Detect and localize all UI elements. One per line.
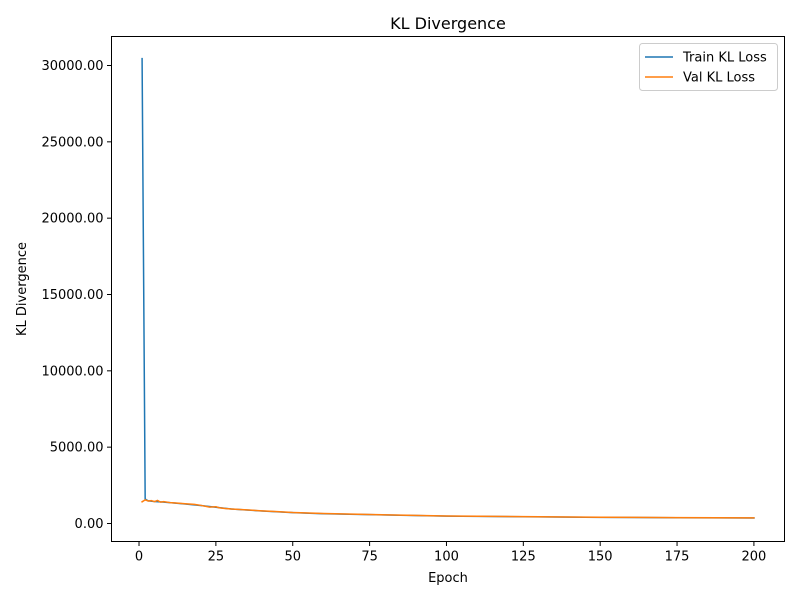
y-tick-label: 25000.00 xyxy=(41,135,103,150)
x-tick-label: 200 xyxy=(741,550,766,565)
legend-label-train: Train KL Loss xyxy=(682,51,767,66)
legend-label-val: Val KL Loss xyxy=(683,71,755,86)
y-axis-ticks: 0.00 5000.00 10000.00 15000.00 20000.00 25000… xyxy=(41,59,112,532)
legend: Train KL Loss Val KL Loss xyxy=(639,43,778,91)
x-tick-label: 0 xyxy=(135,550,143,565)
y-tick-label: 30000.00 xyxy=(41,59,103,74)
series-layer xyxy=(141,57,755,519)
axes-spines xyxy=(111,36,785,542)
y-tick-label: 15000.00 xyxy=(41,288,103,303)
x-axis-ticks: 0 25 50 75 100 125 150 175 200 xyxy=(135,541,766,565)
x-tick-label: 25 xyxy=(208,550,225,565)
x-tick-label: 150 xyxy=(588,550,613,565)
plot-area xyxy=(111,36,785,542)
x-tick-label: 175 xyxy=(665,550,690,565)
series-line-1 xyxy=(141,499,755,519)
x-axis-label: Epoch xyxy=(428,571,468,586)
chart-title: KL Divergence xyxy=(390,14,506,33)
x-tick-label: 50 xyxy=(284,550,301,565)
legend-box xyxy=(639,43,778,91)
x-tick-label: 75 xyxy=(361,550,378,565)
x-tick-label: 100 xyxy=(434,550,459,565)
x-tick-label: 125 xyxy=(511,550,536,565)
y-tick-label: 0.00 xyxy=(75,517,104,532)
y-tick-label: 20000.00 xyxy=(41,212,103,227)
y-tick-label: 5000.00 xyxy=(50,441,104,456)
y-axis-label: KL Divergence xyxy=(15,242,30,336)
y-tick-label: 10000.00 xyxy=(41,364,103,379)
